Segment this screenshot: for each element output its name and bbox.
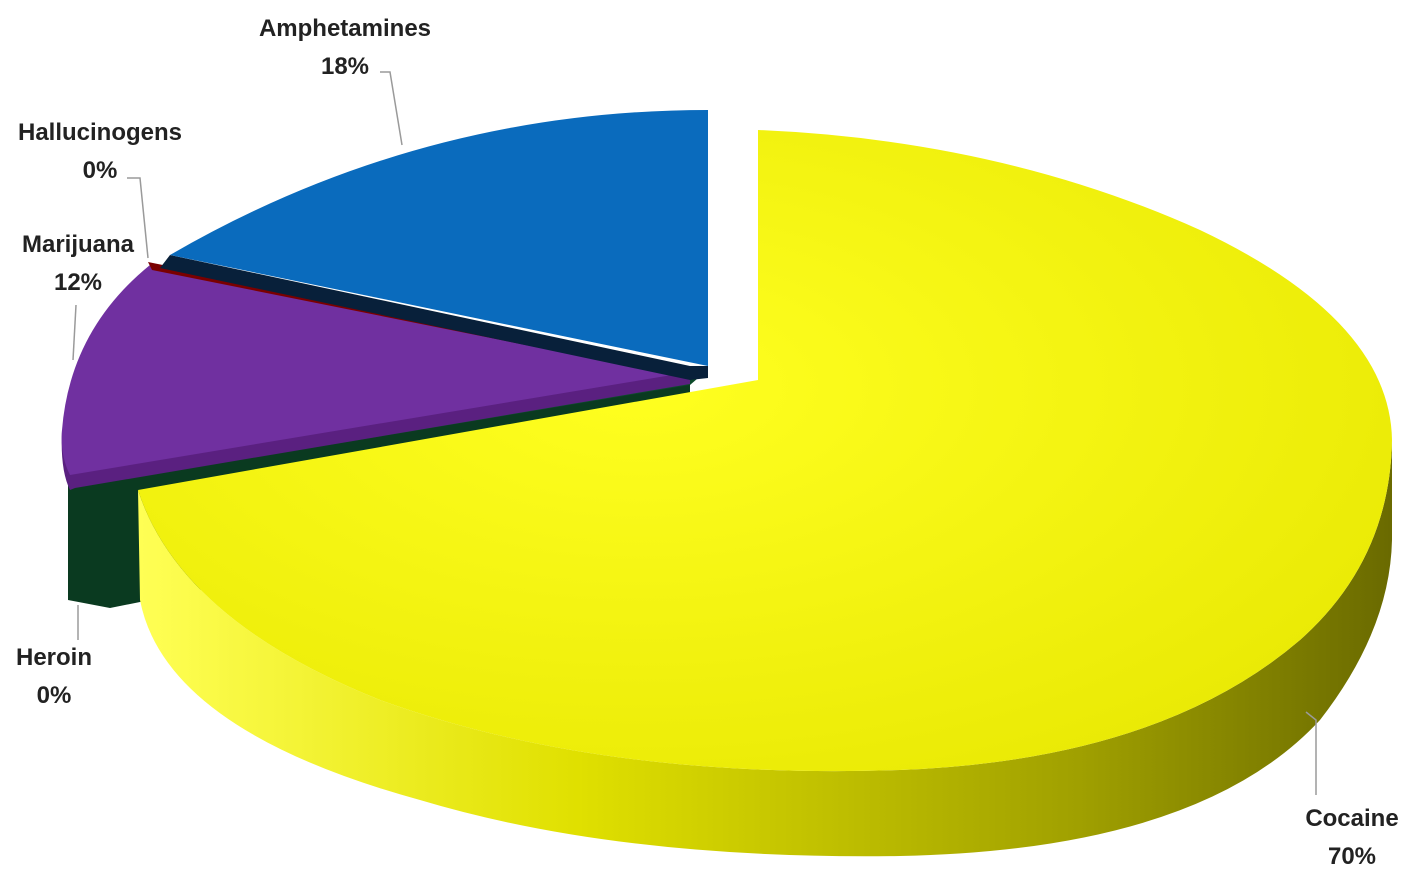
leader-marijuana [72,304,77,361]
data-labels: Amphetamines 18% Hallucinogens 0% Mariju… [16,15,1399,869]
slice-cocaine [138,130,1392,857]
label-hallucinogens-pct: 0% [83,157,118,184]
label-marijuana-name: Marijuana [22,231,135,258]
label-marijuana-pct: 12% [54,269,102,296]
slice-marijuana-top [61,265,690,475]
slice-amphetamines-side [160,255,708,380]
label-hallucinogens-name: Hallucinogens [18,119,182,146]
label-cocaine-name: Cocaine [1305,805,1398,832]
label-cocaine-pct: 70% [1328,843,1376,869]
slice-marijuana [61,265,690,490]
slice-amphetamines [160,110,708,380]
slice-cocaine-top [138,130,1392,772]
slice-cocaine-side [138,440,1392,857]
leader-lines [72,71,1317,795]
leader-amphetamines [380,71,403,146]
slice-marijuana-side [61,372,690,490]
label-amphetamines-name: Amphetamines [259,15,431,42]
label-heroin-pct: 0% [37,682,72,709]
label-amphetamines-pct: 18% [321,53,369,80]
leader-hallucinogens [127,177,149,259]
leader-cocaine [1305,711,1317,795]
slice-amphetamines-top [170,110,708,366]
label-heroin-name: Heroin [16,644,92,671]
